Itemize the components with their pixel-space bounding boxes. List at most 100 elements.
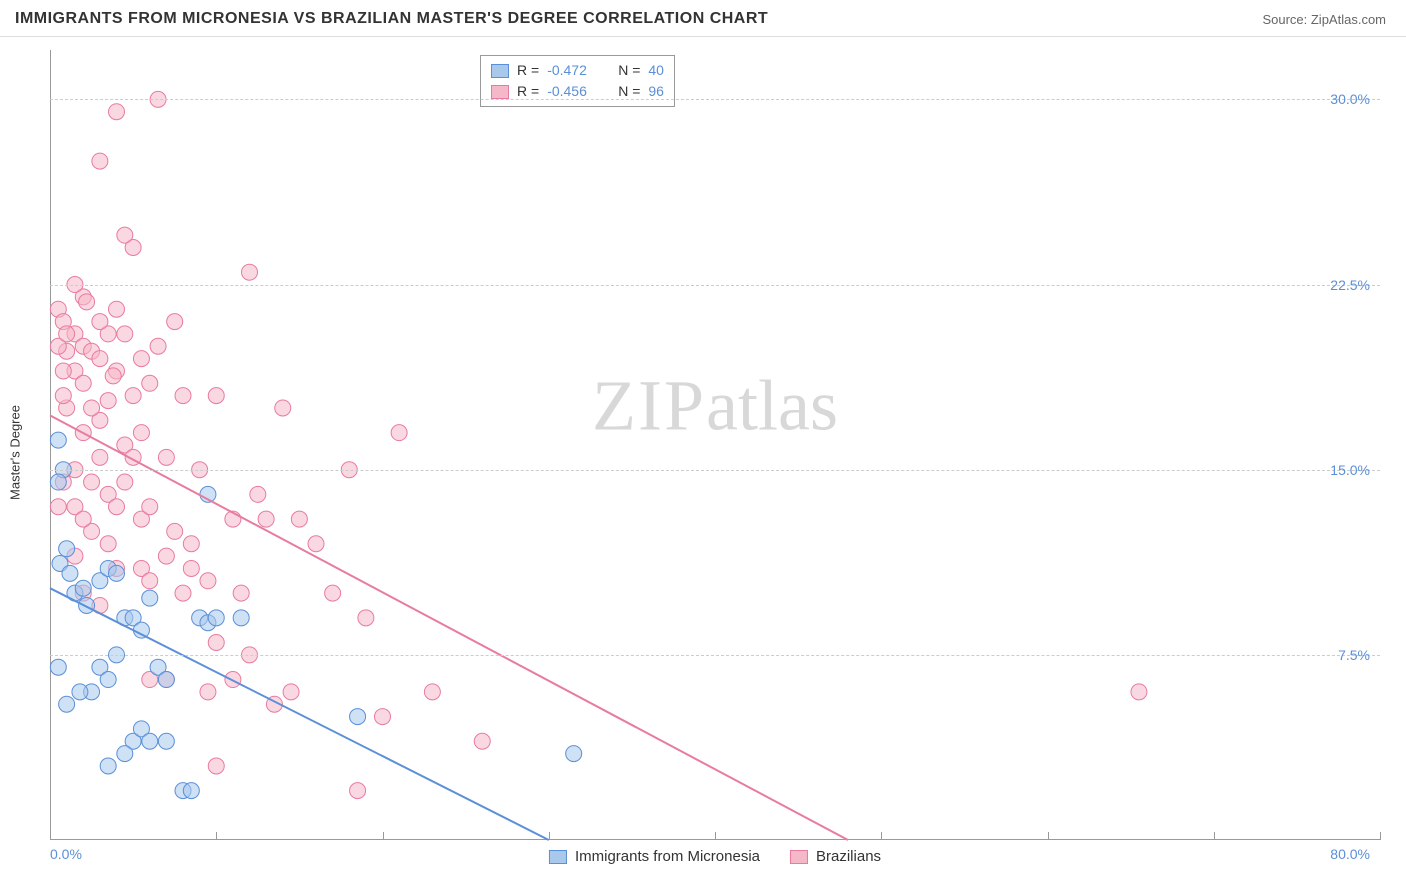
- data-point: [59, 696, 75, 712]
- data-point: [84, 400, 100, 416]
- data-point: [325, 585, 341, 601]
- trend-line: [50, 415, 848, 840]
- data-point: [117, 746, 133, 762]
- x-tick: [50, 832, 51, 840]
- source-attribution: Source: ZipAtlas.com: [1262, 12, 1386, 27]
- x-max-label: 80.0%: [1330, 846, 1370, 862]
- data-point: [84, 474, 100, 490]
- data-point: [50, 432, 66, 448]
- y-axis-label: Master's Degree: [8, 405, 23, 500]
- data-point: [142, 499, 158, 515]
- chart-title: IMMIGRANTS FROM MICRONESIA VS BRAZILIAN …: [15, 10, 768, 28]
- gridline: [50, 655, 1380, 656]
- data-point: [75, 375, 91, 391]
- data-point: [50, 499, 66, 515]
- data-point: [109, 565, 125, 581]
- scatter-plot-svg: [50, 50, 1380, 840]
- r-value: -0.472: [547, 60, 602, 81]
- data-point: [55, 388, 71, 404]
- chart-header: IMMIGRANTS FROM MICRONESIA VS BRAZILIAN …: [0, 0, 1406, 37]
- data-point: [79, 597, 95, 613]
- data-point: [233, 610, 249, 626]
- data-point: [258, 511, 274, 527]
- n-value: 40: [648, 60, 664, 81]
- legend-swatch: [491, 64, 509, 78]
- data-point: [62, 565, 78, 581]
- data-point: [59, 326, 75, 342]
- data-point: [55, 363, 71, 379]
- data-point: [92, 449, 108, 465]
- data-point: [208, 758, 224, 774]
- n-label: N =: [618, 60, 640, 81]
- data-point: [183, 536, 199, 552]
- data-point: [142, 733, 158, 749]
- data-point: [391, 425, 407, 441]
- gridline: [50, 470, 1380, 471]
- data-point: [158, 672, 174, 688]
- series-legend-item: Brazilians: [790, 848, 881, 865]
- data-point: [92, 351, 108, 367]
- series-legend-item: Immigrants from Micronesia: [549, 848, 760, 865]
- y-tick-label: 7.5%: [1338, 647, 1370, 663]
- x-tick: [1380, 832, 1381, 840]
- series-legend-label: Immigrants from Micronesia: [575, 848, 760, 865]
- data-point: [150, 338, 166, 354]
- data-point: [175, 388, 191, 404]
- data-point: [1131, 684, 1147, 700]
- data-point: [208, 388, 224, 404]
- data-point: [79, 294, 95, 310]
- data-point: [142, 375, 158, 391]
- gridline: [50, 285, 1380, 286]
- data-point: [105, 368, 121, 384]
- data-point: [175, 585, 191, 601]
- data-point: [158, 733, 174, 749]
- series-legend-label: Brazilians: [816, 848, 881, 865]
- data-point: [50, 474, 66, 490]
- data-point: [92, 153, 108, 169]
- data-point: [133, 425, 149, 441]
- data-point: [200, 573, 216, 589]
- data-point: [100, 758, 116, 774]
- data-point: [208, 635, 224, 651]
- legend-swatch: [549, 850, 567, 864]
- data-point: [350, 783, 366, 799]
- data-point: [117, 326, 133, 342]
- data-point: [158, 449, 174, 465]
- data-point: [291, 511, 307, 527]
- data-point: [125, 388, 141, 404]
- x-tick: [881, 832, 882, 840]
- data-point: [117, 474, 133, 490]
- data-point: [200, 684, 216, 700]
- x-tick: [216, 832, 217, 840]
- data-point: [275, 400, 291, 416]
- data-point: [183, 783, 199, 799]
- data-point: [350, 709, 366, 725]
- data-point: [250, 486, 266, 502]
- data-point: [109, 104, 125, 120]
- y-tick-label: 30.0%: [1330, 91, 1370, 107]
- x-tick: [1214, 832, 1215, 840]
- series-legend: Immigrants from Micronesia Brazilians: [549, 848, 881, 865]
- chart-area: Master's Degree ZIPatlas 0.0% 80.0% R = …: [50, 50, 1380, 840]
- data-point: [109, 499, 125, 515]
- data-point: [358, 610, 374, 626]
- data-point: [208, 610, 224, 626]
- data-point: [75, 511, 91, 527]
- data-point: [183, 560, 199, 576]
- data-point: [474, 733, 490, 749]
- data-point: [50, 659, 66, 675]
- data-point: [75, 580, 91, 596]
- data-point: [100, 672, 116, 688]
- data-point: [283, 684, 299, 700]
- data-point: [72, 684, 88, 700]
- data-point: [133, 622, 149, 638]
- gridline: [50, 99, 1380, 100]
- r-label: R =: [517, 60, 539, 81]
- data-point: [167, 523, 183, 539]
- data-point: [109, 301, 125, 317]
- data-point: [100, 393, 116, 409]
- data-point: [158, 548, 174, 564]
- x-tick: [715, 832, 716, 840]
- x-tick: [549, 832, 550, 840]
- data-point: [242, 264, 258, 280]
